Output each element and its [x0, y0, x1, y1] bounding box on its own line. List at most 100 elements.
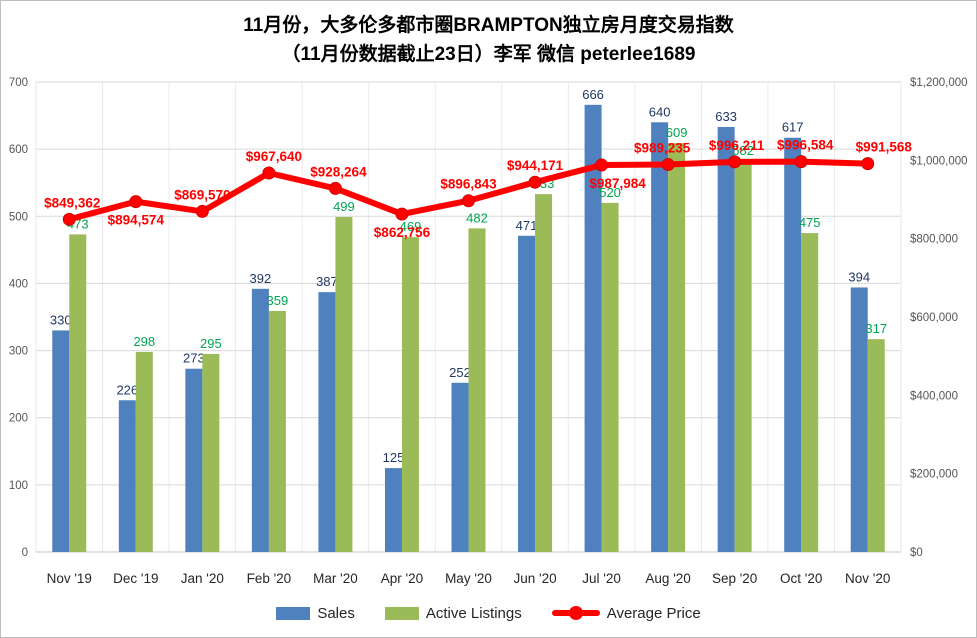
bar-active-listings: [335, 216, 353, 552]
price-value-label: $987,984: [589, 176, 646, 191]
bar-sales: [318, 292, 336, 552]
average-price-marker: [262, 166, 276, 180]
average-price-marker: [661, 158, 675, 172]
bar-value-label: 273: [183, 351, 205, 366]
bar-active-listings: [601, 202, 619, 552]
legend-item-sales: Sales: [276, 605, 355, 622]
bar-value-label: 475: [799, 215, 821, 230]
bar-value-label: 359: [267, 293, 289, 308]
legend-item-active-listings: Active Listings: [384, 604, 522, 622]
price-value-label: $862,756: [374, 225, 431, 240]
average-price-line-icon: [551, 606, 600, 620]
bar-sales: [185, 368, 203, 552]
y-axis-left-tick: 0: [22, 547, 28, 559]
price-value-label: $928,264: [310, 164, 367, 179]
bar-value-label: 666: [582, 87, 604, 102]
average-price-marker: [195, 204, 209, 218]
x-axis-tick-jan20: Jan '20: [181, 571, 224, 586]
bar-active-listings: [69, 234, 87, 552]
chart-title-line2: （11月份数据截止23日）李军 微信 peterlee1689: [281, 44, 696, 65]
price-value-label: $869,570: [174, 187, 230, 202]
y-axis-left-tick: 700: [9, 77, 28, 89]
y-axis-right-tick: $200,000: [910, 469, 958, 481]
price-value-label: $996,584: [777, 138, 834, 153]
x-axis-tick-feb20: Feb '20: [247, 571, 292, 586]
y-axis-right-tick: $1,000,000: [910, 155, 968, 167]
bar-sales: [251, 288, 269, 552]
y-axis-left-tick: 500: [9, 211, 28, 223]
bar-sales: [651, 122, 669, 553]
price-value-label: $849,362: [44, 195, 100, 210]
bar-sales: [850, 287, 868, 552]
bar-active-listings: [867, 339, 885, 552]
bar-active-listings: [734, 161, 752, 552]
x-axis-tick-may20: May '20: [445, 571, 492, 586]
chart-title: 11月份，大多伦多都市圈BRAMPTON独立房月度交易指数 （11月份数据截止2…: [1, 11, 976, 69]
x-axis-tick-nov20: Nov '20: [845, 571, 890, 586]
bar-active-listings: [535, 194, 553, 552]
x-axis-tick-jun20: Jun '20: [513, 571, 556, 586]
bar-sales: [384, 468, 402, 552]
average-price-marker: [328, 181, 342, 195]
y-axis-right-tick: $600,000: [910, 312, 958, 324]
price-value-label: $996,211: [709, 138, 765, 153]
bar-value-label: 482: [466, 210, 488, 225]
bar-value-label: 609: [666, 125, 688, 140]
bar-sales: [518, 235, 536, 552]
x-axis-tick-nov19: Nov '19: [47, 571, 92, 586]
average-price-marker: [861, 157, 875, 171]
legend-label-average-price: Average Price: [606, 604, 701, 622]
legend-label-sales: Sales: [317, 604, 355, 622]
y-axis-left-tick: 400: [9, 278, 28, 290]
sales-swatch-icon: [276, 606, 311, 620]
x-axis-tick-sep20: Sep '20: [712, 571, 757, 586]
y-axis-right-tick: $1,200,000: [910, 77, 968, 89]
bar-active-listings: [268, 310, 286, 552]
bar-value-label: 295: [200, 336, 222, 351]
bar-active-listings: [401, 237, 419, 552]
bar-sales: [451, 382, 469, 552]
legend-item-average-price: Average Price: [551, 604, 701, 622]
bar-value-label: 330: [50, 312, 72, 327]
y-axis-left-tick: 300: [9, 346, 28, 358]
average-price-marker: [129, 195, 143, 209]
bar-sales: [52, 330, 70, 552]
average-price-marker: [595, 158, 609, 172]
price-value-label: $896,843: [440, 177, 497, 192]
bar-value-label: 125: [383, 450, 405, 465]
average-price-marker: [462, 194, 475, 208]
bar-active-listings: [202, 353, 220, 552]
bar-value-label: 392: [250, 271, 272, 286]
bar-value-label: 640: [649, 104, 671, 119]
y-axis-right-tick: $400,000: [910, 390, 958, 402]
y-axis-left-tick: 100: [9, 480, 28, 492]
price-value-label: $967,640: [246, 149, 302, 164]
bar-active-listings: [801, 233, 819, 553]
bar-active-listings: [468, 228, 486, 552]
x-axis-tick-jul20: Jul '20: [582, 571, 621, 586]
bar-value-label: 387: [316, 274, 338, 289]
average-price-marker: [62, 212, 76, 226]
bar-value-label: 520: [599, 185, 621, 200]
y-axis-right-tick: $800,000: [910, 234, 958, 246]
bar-sales: [584, 104, 602, 552]
average-price-marker: [395, 207, 409, 221]
legend-label-active-listings: Active Listings: [425, 604, 522, 622]
average-price-marker: [728, 155, 742, 169]
bar-value-label: 499: [333, 199, 355, 214]
price-value-label: $991,568: [856, 140, 913, 155]
average-price-marker: [528, 175, 542, 189]
y-axis-left-tick: 600: [9, 144, 28, 156]
active-listings-swatch-icon: [384, 606, 419, 620]
bar-value-label: 617: [782, 120, 804, 135]
bar-value-label: 582: [732, 143, 754, 158]
y-axis-right-tick: $0: [910, 547, 923, 559]
bar-sales: [784, 137, 802, 552]
price-value-label: $944,171: [507, 158, 564, 173]
x-axis-tick-oct20: Oct '20: [780, 571, 822, 586]
bar-value-label: 298: [133, 334, 155, 349]
chart-title-line1: 11月份，大多伦多都市圈BRAMPTON独立房月度交易指数: [243, 15, 734, 36]
average-price-marker: [794, 155, 808, 169]
